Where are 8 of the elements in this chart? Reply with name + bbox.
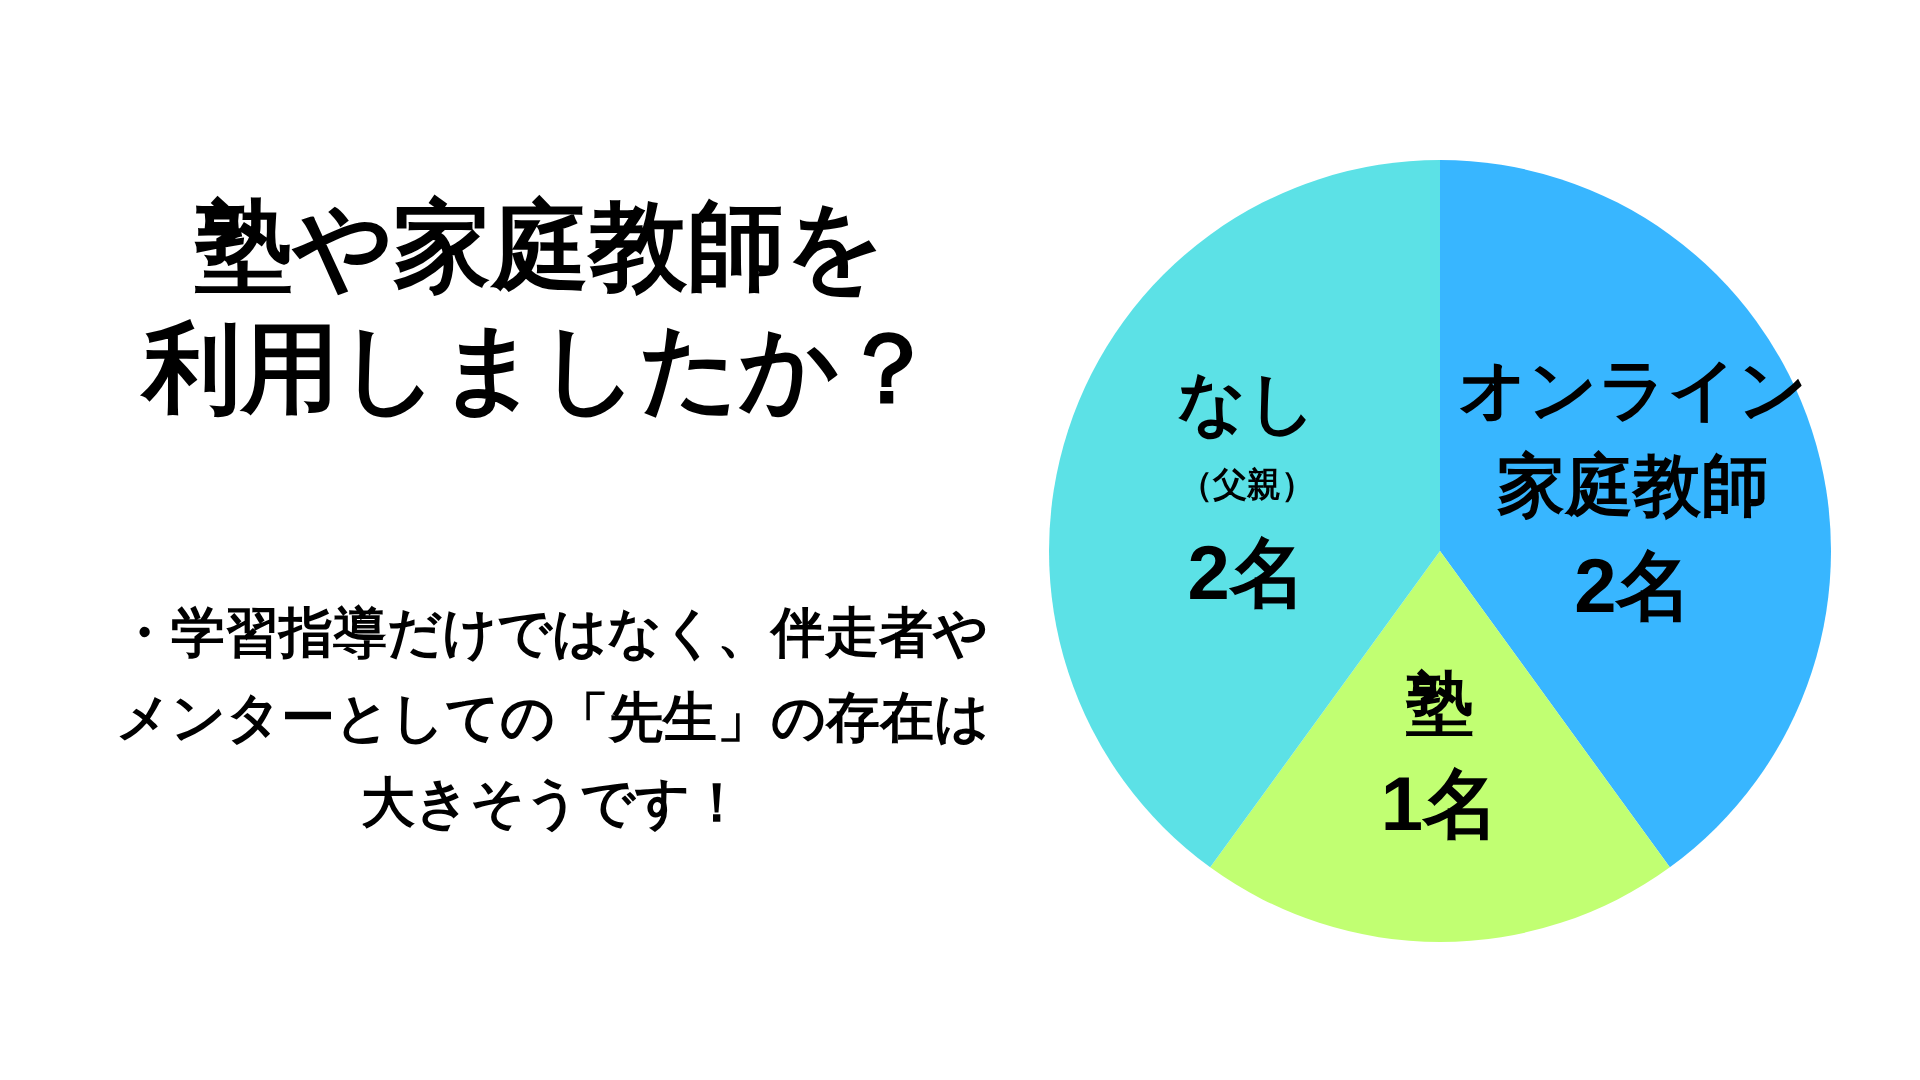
data-label: 2名 (1574, 542, 1693, 628)
slice-label: 塾 (1405, 664, 1474, 741)
text: ・学習指導だけではなく、伴走者やメンターとしての「先生」の存在は大きそうです！ (115, 602, 989, 834)
data-label: 2名 (1187, 529, 1306, 615)
data-label: 1名 (1380, 760, 1500, 846)
text: 塾や家庭教師を利用しましたか？ (139, 191, 937, 424)
slice-label: なし（父親） (1176, 363, 1317, 504)
slice-label: オンライン家庭教師 (1458, 350, 1809, 523)
